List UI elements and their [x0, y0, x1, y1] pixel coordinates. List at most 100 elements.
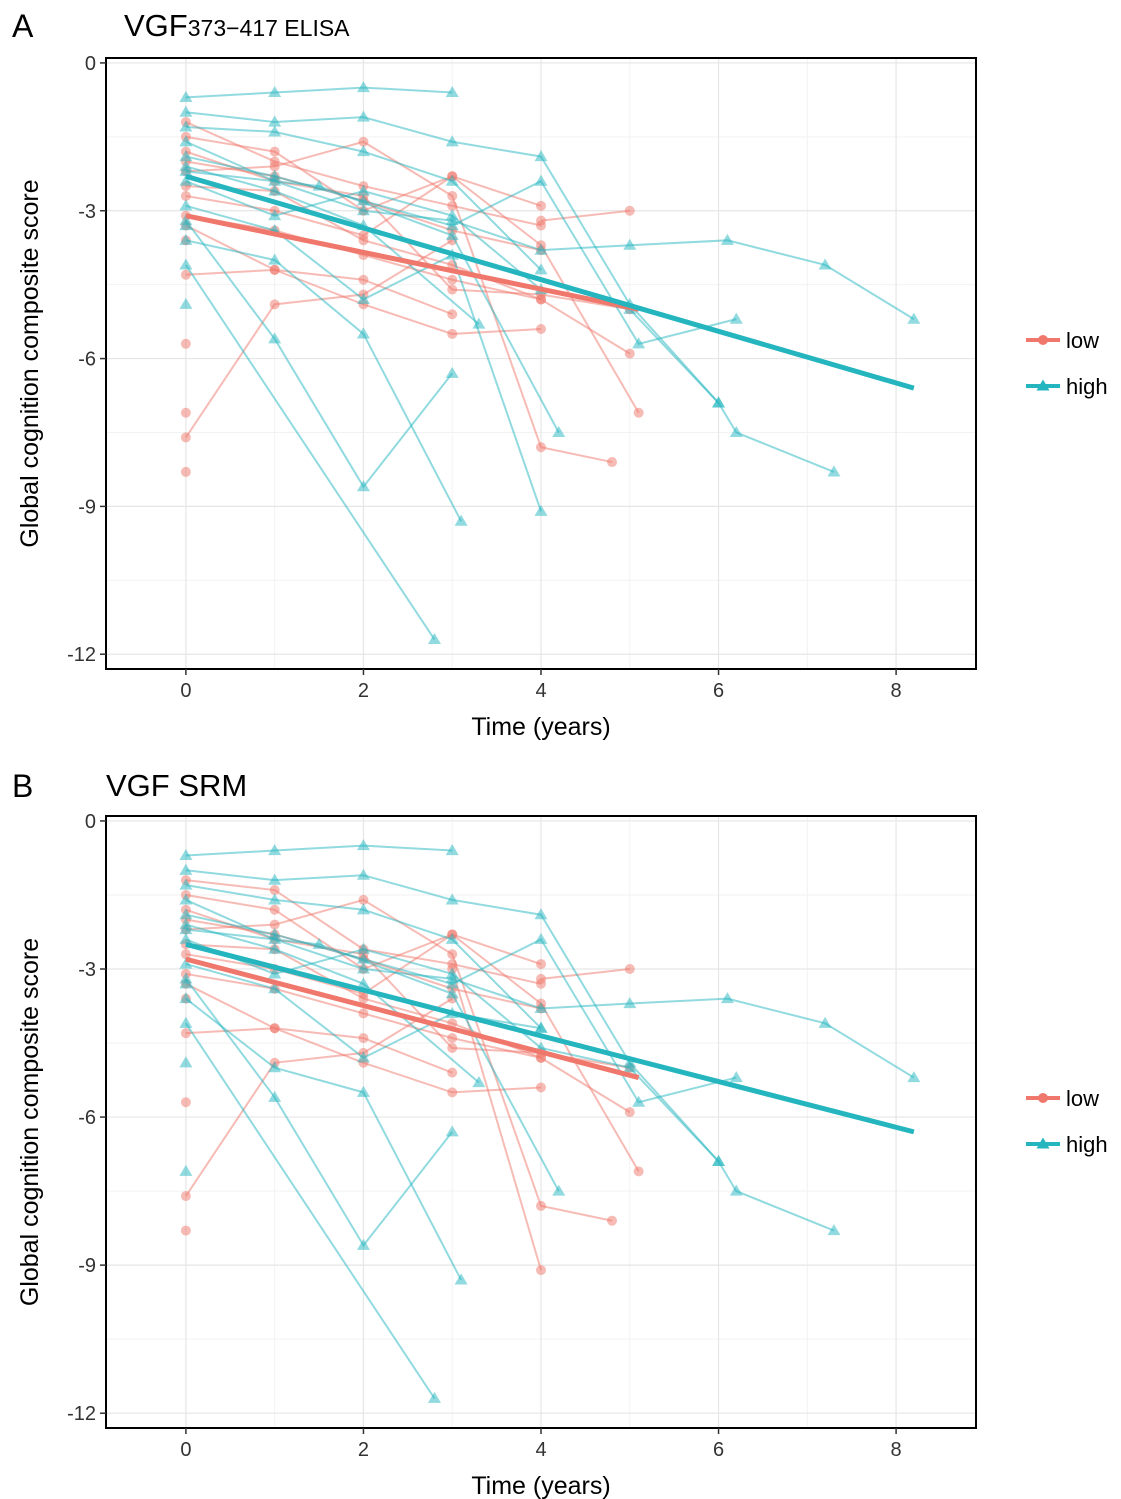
- data-point-high: [907, 312, 921, 324]
- data-point-low: [624, 348, 635, 359]
- legend-key-marker: [1036, 379, 1050, 391]
- data-point-high: [268, 85, 282, 98]
- title-main: VGF: [124, 8, 188, 43]
- data-point-high: [179, 219, 193, 231]
- data-point-high: [632, 337, 646, 349]
- x-tick-label: 0: [180, 1439, 191, 1461]
- trajectory-path: [185, 140, 613, 464]
- x-tick-label: 0: [180, 680, 191, 702]
- data-point-high: [472, 1076, 486, 1088]
- data-point-high: [179, 992, 193, 1004]
- data-point-low: [607, 457, 618, 468]
- data-point-high: [268, 115, 282, 127]
- subject-line-high: [179, 164, 566, 438]
- chart-a: 0 2 4 6 8 0 -3 -6 -9 -12 Time (years) Global cognit…: [16, 53, 1108, 741]
- legend-key-marker: [1036, 1137, 1050, 1149]
- data-point-high: [552, 1184, 566, 1196]
- data-point-low: [447, 190, 458, 201]
- data-point-low: [447, 1042, 458, 1053]
- data-point-high: [454, 514, 468, 526]
- data-point-low: [180, 407, 191, 418]
- trajectory-path: [185, 268, 453, 316]
- data-point-high: [179, 863, 193, 875]
- legend-label-high: high: [1066, 374, 1108, 399]
- data-point-high: [268, 893, 282, 905]
- data-point-high: [356, 327, 370, 339]
- data-point-low: [180, 949, 191, 960]
- panel-letter: A: [12, 8, 34, 44]
- data-point-high: [534, 174, 548, 186]
- y-tick-label: -12: [67, 644, 96, 666]
- x-tick-label: 6: [713, 1439, 724, 1461]
- legend-key-marker: [1038, 1093, 1048, 1103]
- data-point-low: [536, 1200, 546, 1211]
- data-point-high: [268, 1061, 282, 1073]
- y-axis-title: Global cognition composite score: [16, 179, 44, 547]
- data-point-low: [269, 146, 280, 157]
- y-axis-title: Global cognition composite score: [16, 938, 44, 1306]
- data-point-high: [623, 238, 637, 250]
- data-point-high: [356, 204, 370, 216]
- data-point-low: [447, 309, 458, 320]
- grid-lines: [106, 58, 976, 669]
- data-point-low: [536, 324, 546, 335]
- trajectory-path: [185, 220, 454, 489]
- subject-line-low: [180, 136, 618, 468]
- data-point-low: [536, 442, 546, 453]
- subject-line-high: [179, 923, 566, 1196]
- subject-line-high: [179, 258, 441, 644]
- subject-line-high: [179, 135, 921, 324]
- data-point-high: [729, 312, 743, 324]
- data-point-high: [445, 967, 459, 979]
- data-point-high: [179, 164, 193, 176]
- data-point-low: [624, 964, 635, 974]
- trajectory-path: [185, 264, 436, 640]
- y-tick-label: 0: [85, 811, 96, 833]
- data-point-high: [179, 199, 193, 211]
- data-point-low: [536, 1265, 546, 1276]
- trajectory-path: [185, 928, 560, 1192]
- trajectory-path: [540, 209, 630, 222]
- data-point-low: [180, 1028, 191, 1039]
- data-point-high: [534, 932, 548, 944]
- data-point-high: [534, 150, 548, 162]
- data-point-low: [536, 959, 546, 970]
- data-point-high: [720, 992, 734, 1004]
- data-point-high: [179, 923, 193, 935]
- data-point-low: [633, 1166, 644, 1177]
- data-point-low: [536, 973, 546, 984]
- data-point-high: [818, 258, 832, 270]
- data-point-high: [356, 1085, 370, 1097]
- subject-line-high: [179, 972, 459, 1250]
- data-point-low: [447, 1067, 458, 1078]
- data-point-high: [356, 480, 370, 492]
- data-point-high: [179, 848, 193, 861]
- data-point-low: [358, 274, 369, 285]
- data-point-high: [720, 233, 734, 245]
- data-point-low: [447, 274, 458, 285]
- data-point-low: [358, 230, 369, 241]
- data-point-high: [312, 937, 326, 949]
- trajectory-path: [185, 1027, 453, 1074]
- data-point-low: [447, 284, 458, 295]
- data-point-high: [356, 977, 370, 989]
- subject-line-high: [179, 918, 486, 1088]
- data-point-low: [269, 1023, 280, 1034]
- data-point-high: [356, 1238, 370, 1250]
- data-point-high: [268, 169, 282, 181]
- data-point-high: [729, 1184, 743, 1196]
- data-point-high: [268, 967, 282, 979]
- data-point-low: [536, 215, 546, 226]
- data-point-high: [472, 317, 486, 329]
- data-point-low: [358, 1008, 369, 1019]
- y-tick-label: -3: [78, 959, 96, 981]
- data-point-high: [534, 908, 548, 920]
- subject-line-high: [179, 233, 468, 526]
- title-sub: 373−417 ELISA: [187, 15, 350, 41]
- data-point-high: [179, 1056, 193, 1068]
- x-axis-title: Time (years): [471, 713, 610, 741]
- data-point-high: [356, 292, 370, 304]
- data-point-high: [827, 1224, 841, 1236]
- data-point-low: [633, 407, 644, 418]
- data-point-high: [179, 1164, 193, 1176]
